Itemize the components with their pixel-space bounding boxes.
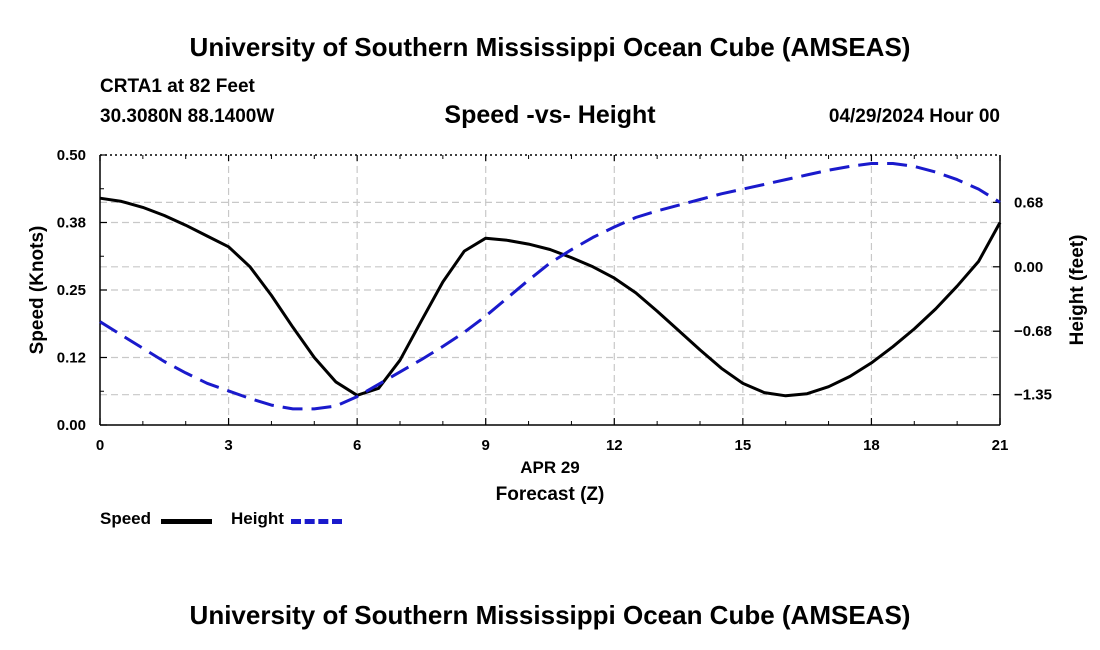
y2-tick-label-3: 0.68 xyxy=(1014,194,1043,211)
x-tick-label-6: 18 xyxy=(863,437,880,454)
forecast-date: 04/29/2024 Hour 00 xyxy=(828,106,1000,127)
series-layer xyxy=(99,162,1002,411)
label-layer: APR 29 Forecast (Z) Speed (Knots) Height… xyxy=(27,226,1088,505)
axis-layer: 0 3 6 9 12 15 18 21 0.00 0.12 0.25 0.38 0.50 −1.35 −0.… xyxy=(57,147,1052,454)
legend-height-swatch xyxy=(291,519,342,524)
y-tick-label-4: 0.50 xyxy=(57,147,86,164)
page-title: University of Southern Mississippi Ocean… xyxy=(189,32,911,62)
station-name: CRTA1 at 82 Feet xyxy=(100,76,255,97)
x-axis-sublabel: APR 29 xyxy=(520,458,580,477)
y2-axis-label: Height (feet) xyxy=(1067,235,1088,346)
footer-title: University of Southern Mississippi Ocean… xyxy=(189,600,911,630)
y2-tick-label-0: −1.35 xyxy=(1014,387,1052,404)
y2-tick-label-1: −0.68 xyxy=(1014,323,1052,340)
y-tick-label-3: 0.38 xyxy=(57,215,86,232)
y-tick-label-2: 0.25 xyxy=(57,282,86,299)
x-tick-label-2: 6 xyxy=(353,437,361,454)
legend-height-label: Height xyxy=(231,509,284,528)
chart-title: Speed -vs- Height xyxy=(0,101,1100,130)
x-tick-label-0: 0 xyxy=(96,437,104,454)
legend-height: Height xyxy=(231,509,284,529)
x-axis-label: Forecast (Z) xyxy=(496,484,605,505)
series-line-speed xyxy=(99,196,1002,398)
y-axis-label: Speed (Knots) xyxy=(27,226,48,355)
grid-layer xyxy=(100,155,1000,425)
series-line-height xyxy=(99,162,1001,411)
legend-speed: Speed xyxy=(100,509,151,529)
x-tick-label-5: 15 xyxy=(735,437,752,454)
chart-title-text: Speed -vs- Height xyxy=(444,101,656,129)
legend-speed-label: Speed xyxy=(100,509,152,528)
y-tick-label-0: 0.00 xyxy=(57,417,86,434)
station-coords: 30.3080N 88.1400W xyxy=(100,106,275,127)
legend-speed-swatch xyxy=(161,519,212,524)
x-tick-label-3: 9 xyxy=(482,437,490,454)
y-tick-label-1: 0.12 xyxy=(57,350,86,367)
y2-tick-label-2: 0.00 xyxy=(1014,259,1043,276)
x-tick-label-1: 3 xyxy=(224,437,232,454)
x-tick-label-4: 12 xyxy=(606,437,623,454)
x-tick-label-7: 21 xyxy=(992,437,1009,454)
